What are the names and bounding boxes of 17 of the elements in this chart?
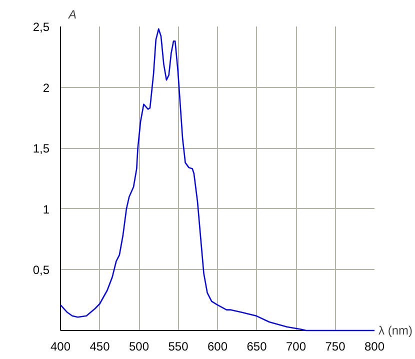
line-series: [60, 28, 376, 332]
x-tick-label: 800: [364, 340, 385, 354]
x-tick-label: 500: [128, 340, 150, 354]
x-tick-label: 750: [325, 340, 346, 354]
y-tick-label: 1,5: [32, 142, 50, 156]
y-tick-label: 0,5: [32, 263, 50, 278]
x-tick-label: 600: [207, 340, 228, 354]
x-axis-title: λ (nm): [378, 324, 412, 338]
x-tick-label: 450: [90, 340, 110, 354]
x-tick-label: 700: [286, 340, 306, 354]
y-tick-label: 1: [42, 202, 50, 216]
y-axis-title: A: [68, 8, 77, 22]
x-tick-label: 550: [168, 340, 189, 354]
y-tick-label: 2,5: [32, 20, 50, 34]
y-tick-label: 2: [42, 80, 50, 95]
x-tick-label: 400: [50, 340, 71, 354]
x-tick-label: 650: [246, 340, 268, 354]
